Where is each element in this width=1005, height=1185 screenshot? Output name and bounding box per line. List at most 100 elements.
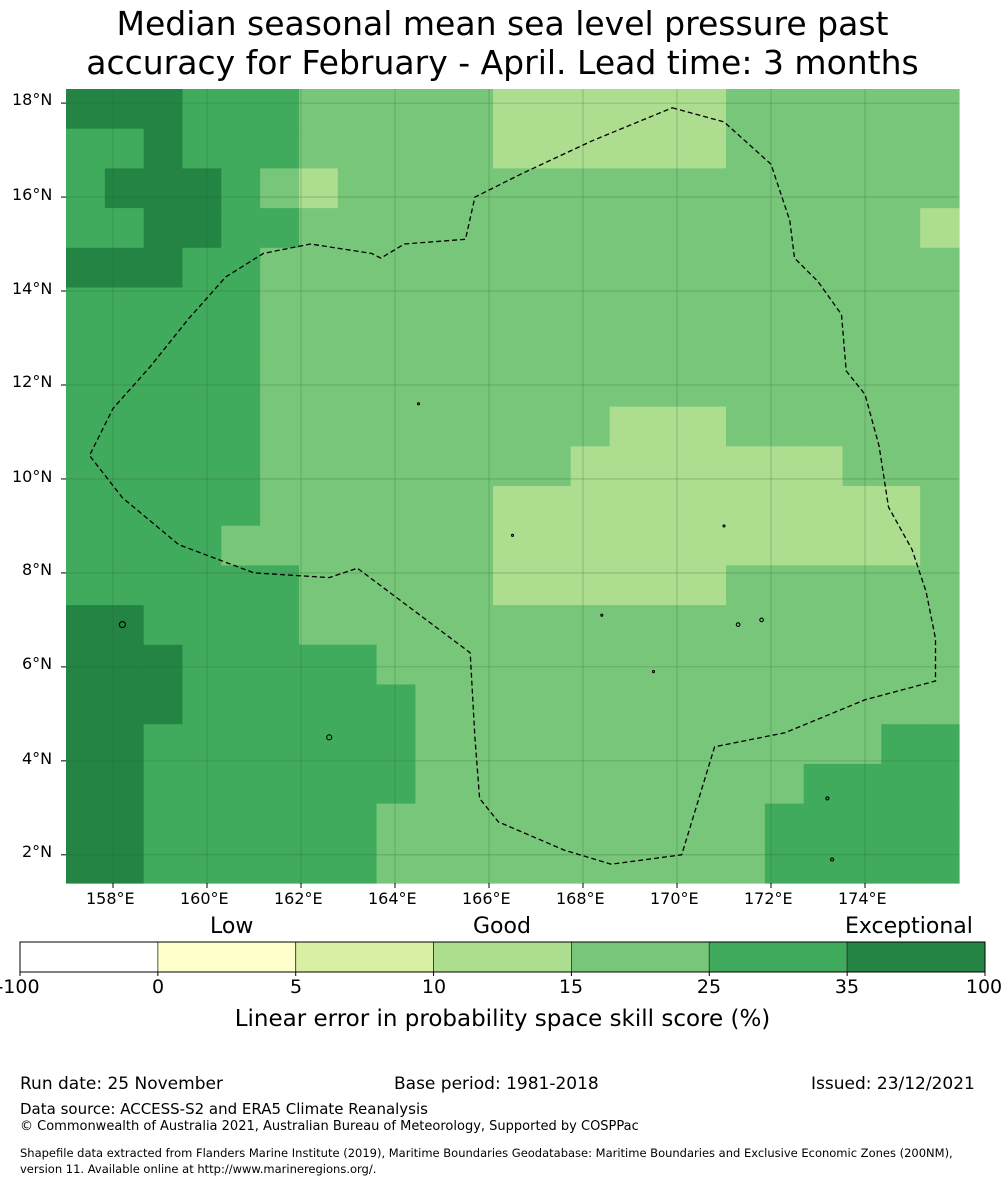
skill-cell — [609, 684, 649, 725]
skill-cell — [104, 763, 145, 805]
island-outline — [651, 670, 656, 674]
skill-cell — [66, 327, 106, 368]
skill-cell — [764, 525, 805, 566]
skill-cell — [842, 168, 882, 209]
skill-cell — [531, 486, 572, 527]
skill-cell — [920, 128, 960, 169]
skill-cell — [803, 247, 844, 289]
skill-cell — [881, 644, 921, 686]
skill-cell — [104, 525, 145, 566]
skill-cell — [726, 327, 766, 368]
skill-cell — [337, 684, 378, 725]
skill-cell — [104, 843, 145, 884]
skill-cell — [260, 247, 300, 289]
skill-cell — [531, 803, 572, 844]
legend-bin — [157, 941, 297, 973]
x-tick-label: 174°E — [838, 889, 887, 908]
skill-cell — [531, 644, 572, 686]
skill-cell — [803, 208, 844, 249]
skill-cell — [842, 287, 882, 328]
skill-cell — [221, 605, 261, 646]
skill-cell — [337, 406, 378, 447]
skill-cell — [764, 763, 805, 805]
skill-cell — [803, 803, 844, 844]
skill-cell — [687, 684, 727, 725]
skill-cell — [920, 525, 960, 566]
legend-colorbar — [19, 941, 986, 976]
y-tick-label: 16°N — [12, 185, 53, 204]
y-tick-label: 4°N — [22, 749, 53, 768]
skill-cell — [143, 803, 184, 844]
skill-cell — [609, 605, 649, 646]
skill-cell — [493, 327, 533, 368]
skill-cell — [803, 128, 844, 169]
skill-cell — [803, 366, 844, 408]
skill-cell — [66, 89, 106, 130]
skill-cell — [609, 208, 649, 249]
skill-cell — [415, 208, 455, 249]
skill-cell — [920, 327, 960, 368]
skill-cell — [221, 128, 261, 169]
skill-cell — [260, 327, 300, 368]
skill-cell — [764, 684, 805, 725]
skill-cell — [376, 486, 417, 527]
skill-cell — [881, 525, 921, 566]
skill-cell — [182, 208, 222, 249]
skill-cell — [609, 525, 649, 566]
skill-cell — [143, 724, 184, 765]
skill-cell — [182, 89, 222, 130]
skill-cell — [376, 525, 417, 566]
x-tick-label: 162°E — [274, 889, 323, 908]
skill-cell — [337, 644, 378, 686]
skill-cell — [687, 565, 727, 606]
skill-cell — [531, 208, 572, 249]
skill-cell — [920, 247, 960, 289]
skill-cell — [260, 565, 300, 606]
skill-cell — [726, 128, 766, 169]
skill-cell — [143, 168, 184, 209]
skill-cell — [493, 644, 533, 686]
skill-cell — [648, 208, 688, 249]
skill-cell — [881, 446, 921, 487]
skill-cell — [415, 406, 455, 447]
skill-cell — [764, 446, 805, 487]
skill-cell — [143, 366, 184, 408]
skill-cell — [803, 644, 844, 686]
skill-cell — [221, 763, 261, 805]
skill-cell — [143, 763, 184, 805]
skill-cell — [687, 605, 727, 646]
skill-cell — [726, 565, 766, 606]
skill-cell — [415, 366, 455, 408]
skill-cell — [454, 644, 494, 686]
skill-cell — [493, 446, 533, 487]
skill-cell — [764, 366, 805, 408]
skill-cell — [842, 486, 882, 527]
skill-cell — [66, 446, 106, 487]
skill-cell — [337, 128, 378, 169]
skill-cell — [66, 724, 106, 765]
skill-cell — [493, 605, 533, 646]
island-outline — [735, 622, 741, 627]
skill-cell — [66, 287, 106, 328]
skill-cell — [803, 525, 844, 566]
skill-cell — [260, 684, 300, 725]
skill-cell — [221, 287, 261, 328]
skill-cell — [726, 287, 766, 328]
skill-cell — [493, 366, 533, 408]
skill-cell — [415, 168, 455, 209]
skill-cell — [609, 565, 649, 606]
skill-cell — [881, 486, 921, 527]
x-tick-label: 164°E — [368, 889, 417, 908]
skill-cell — [609, 486, 649, 527]
skill-cell — [298, 89, 339, 130]
skill-cell — [298, 565, 339, 606]
skill-cell — [881, 168, 921, 209]
skill-cell — [648, 366, 688, 408]
skill-cell — [182, 605, 222, 646]
y-tick-label: 2°N — [22, 842, 53, 861]
skill-cell — [66, 406, 106, 447]
skill-cell — [221, 89, 261, 130]
skill-cell — [493, 803, 533, 844]
skill-cell — [881, 366, 921, 408]
skill-cell — [143, 208, 184, 249]
